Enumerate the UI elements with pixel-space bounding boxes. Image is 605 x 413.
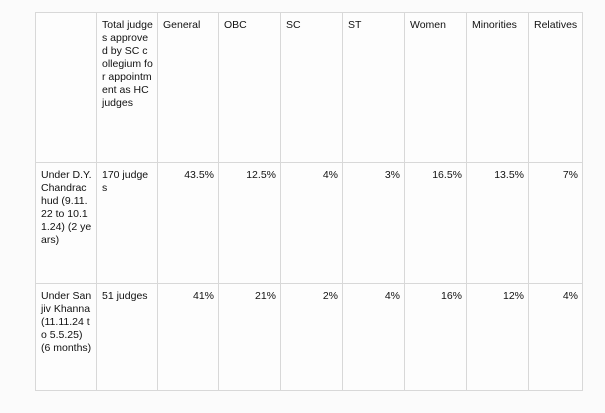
table-row: Under D.Y. Chandrachud (9.11.22 to 10.11… [35,162,583,284]
women-cell: 16.5% [404,162,467,284]
sc-cell: 4% [280,162,343,284]
header-cell-relatives: Relatives [528,12,583,163]
sc-cell: 2% [280,283,343,391]
table-header-row: Total judges approved by SC collegium fo… [35,12,583,163]
header-cell-total: Total judges approved by SC collegium fo… [96,12,158,163]
header-cell-sc: SC [280,12,343,163]
total-judges-cell: 170 judges [96,162,158,284]
table-row: Under Sanjiv Khanna (11.11.24 to 5.5.25)… [35,283,583,391]
minorities-cell: 13.5% [466,162,529,284]
general-cell: 41% [157,283,219,391]
row-label: Under D.Y. Chandrachud (9.11.22 to 10.11… [35,162,97,284]
st-cell: 3% [342,162,405,284]
relatives-cell: 4% [528,283,583,391]
women-cell: 16% [404,283,467,391]
row-label: Under Sanjiv Khanna (11.11.24 to 5.5.25)… [35,283,97,391]
header-cell-minorities: Minorities [466,12,529,163]
relatives-cell: 7% [528,162,583,284]
appointments-table: Total judges approved by SC collegium fo… [35,12,583,391]
minorities-cell: 12% [466,283,529,391]
st-cell: 4% [342,283,405,391]
obc-cell: 12.5% [218,162,281,284]
header-cell-empty [35,12,97,163]
header-cell-st: ST [342,12,405,163]
header-cell-women: Women [404,12,467,163]
header-cell-general: General [157,12,219,163]
general-cell: 43.5% [157,162,219,284]
total-judges-cell: 51 judges [96,283,158,391]
obc-cell: 21% [218,283,281,391]
header-cell-obc: OBC [218,12,281,163]
